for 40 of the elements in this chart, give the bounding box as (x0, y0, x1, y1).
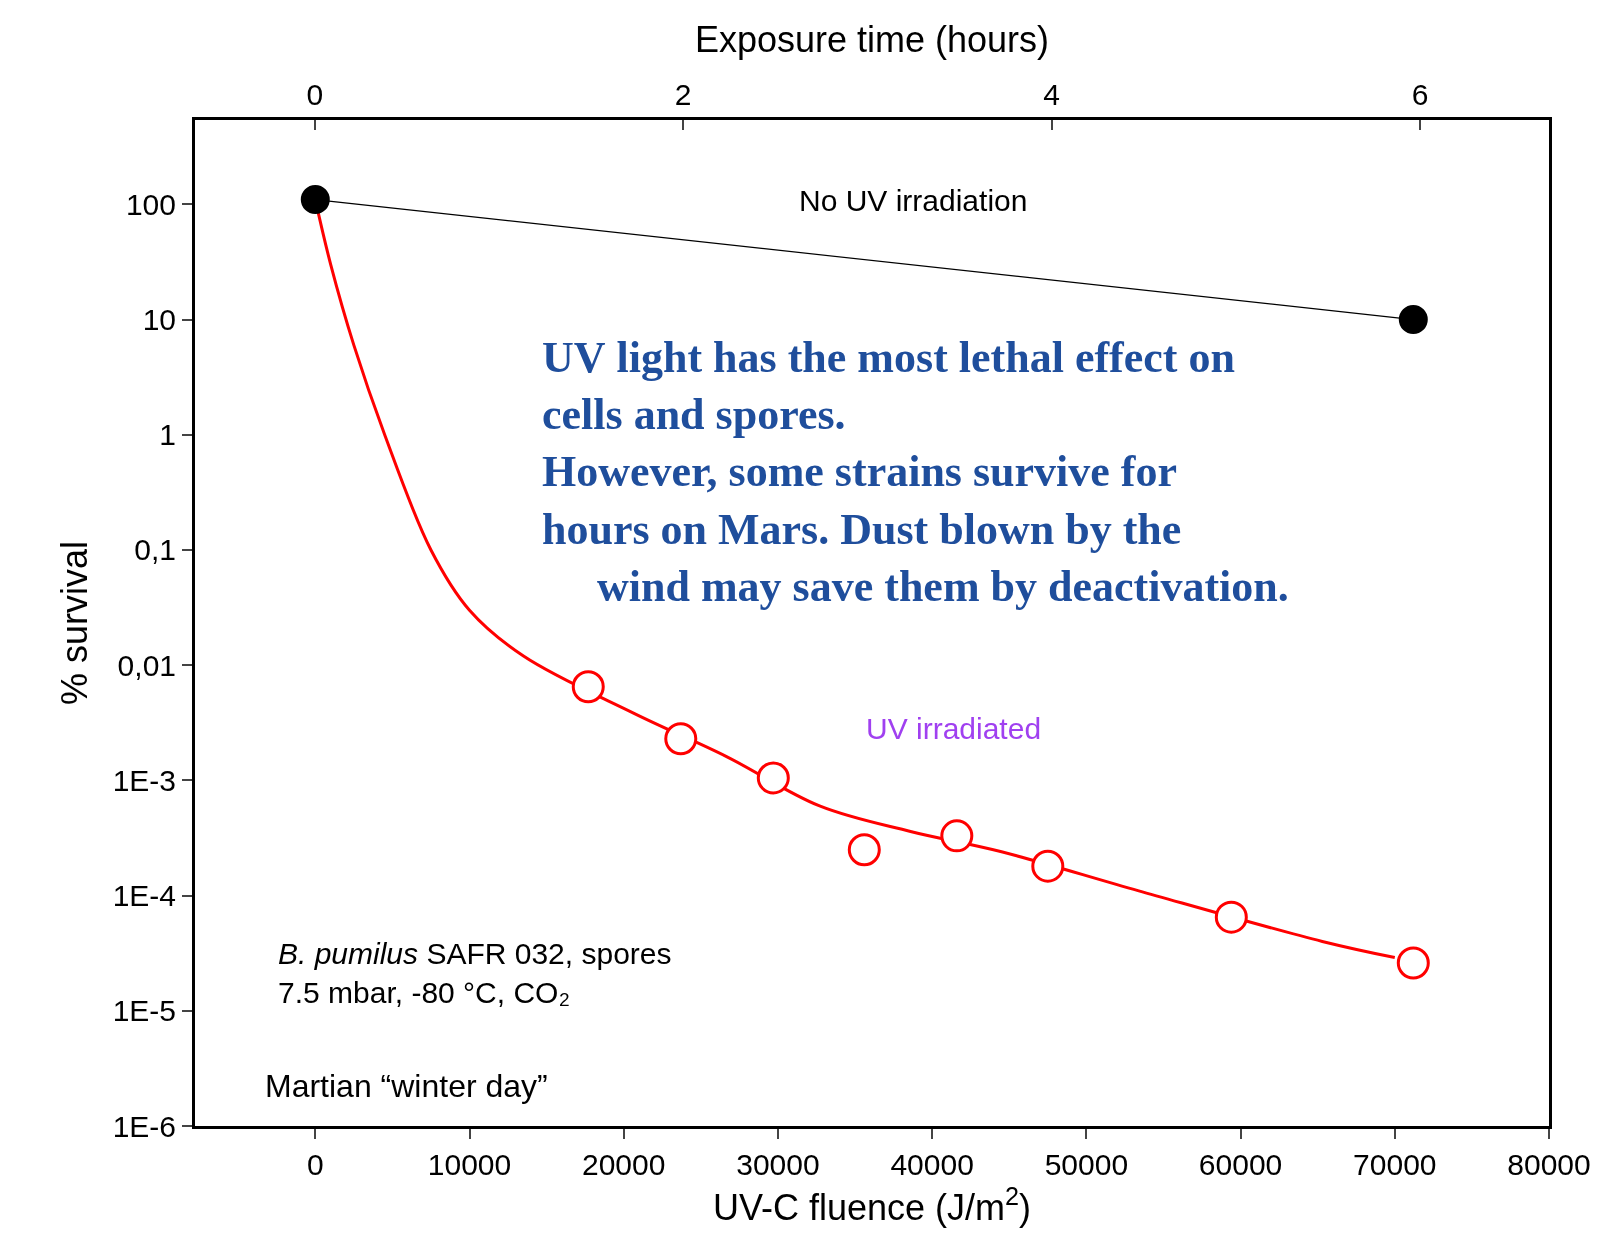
point (847, 833, 881, 867)
x-tick-label: 80000 (1507, 1148, 1591, 1181)
y-tick-label: 1E-6 (112, 1109, 176, 1143)
x-tick-label: 40000 (890, 1148, 974, 1181)
x2-tick-label: 0 (306, 78, 324, 111)
x-tick-label: 30000 (736, 1148, 820, 1181)
point (756, 761, 790, 795)
y-tick-label: 1E-5 (112, 994, 176, 1028)
x-tick-label: 20000 (582, 1148, 666, 1181)
y-tick-label: 1 (159, 418, 176, 452)
x2-tick-label: 4 (1043, 78, 1060, 111)
y-tick-label: 0,1 (134, 533, 176, 567)
point (1214, 900, 1248, 934)
annotation: No UV irradiation (799, 184, 1028, 217)
x-tick-label: 0 (306, 1148, 324, 1181)
x-axis-title: UV-C fluence (J/m$^{2}$) (712, 1181, 1032, 1228)
point (571, 670, 605, 704)
point (1396, 946, 1430, 980)
x-tick-label: 60000 (1198, 1148, 1283, 1181)
point (300, 185, 330, 215)
x-tick-label: 10000 (427, 1148, 512, 1181)
annotation: UV light has the most lethal effect on cells and spores. However, some strains survive for hours on Mars. Dust blown by the wind may save them by deactivation. (542, 333, 1289, 611)
x2-tick-label: 6 (1411, 78, 1429, 111)
y-tick-label: 100 (125, 187, 176, 221)
y-tick-label: 1E-4 (112, 879, 176, 913)
point (664, 722, 698, 756)
x2-tick-label: 2 (674, 78, 692, 111)
annotation: UV irradiated (866, 712, 1042, 745)
y-tick-label: 0,01 (117, 648, 176, 682)
y-axis-title: % survival (53, 540, 95, 706)
x2-axis-title: Exposure time (hours) (694, 18, 1050, 60)
y-tick-label: 10 (142, 303, 176, 337)
x-tick-label: 70000 (1353, 1148, 1437, 1181)
point (940, 819, 974, 853)
x-tick-label: 50000 (1044, 1148, 1129, 1181)
point (1031, 849, 1065, 883)
annotation: Martian “winter day” (265, 1068, 548, 1104)
point (1398, 305, 1428, 335)
annotation: B. pumilus SAFR 032, spores 7.5 mbar, -80 °C, CO₂ (278, 937, 672, 1009)
y-tick-label: 1E-3 (112, 763, 176, 797)
